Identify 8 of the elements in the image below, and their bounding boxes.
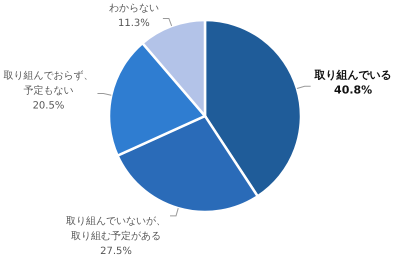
slice-label: 取り組んでいる <box>314 68 392 82</box>
slice-label: 取り組んでいないが、取り組む予定がある <box>66 216 166 242</box>
data-label: 11.3% <box>118 18 150 29</box>
data-label: 27.5% <box>100 246 132 257</box>
slice-label: わからない <box>108 2 159 14</box>
slice-label: 取り組んでおらず、予定もない <box>3 69 94 96</box>
data-label: 40.8% <box>334 84 372 97</box>
data-label: 20.5% <box>32 100 64 112</box>
